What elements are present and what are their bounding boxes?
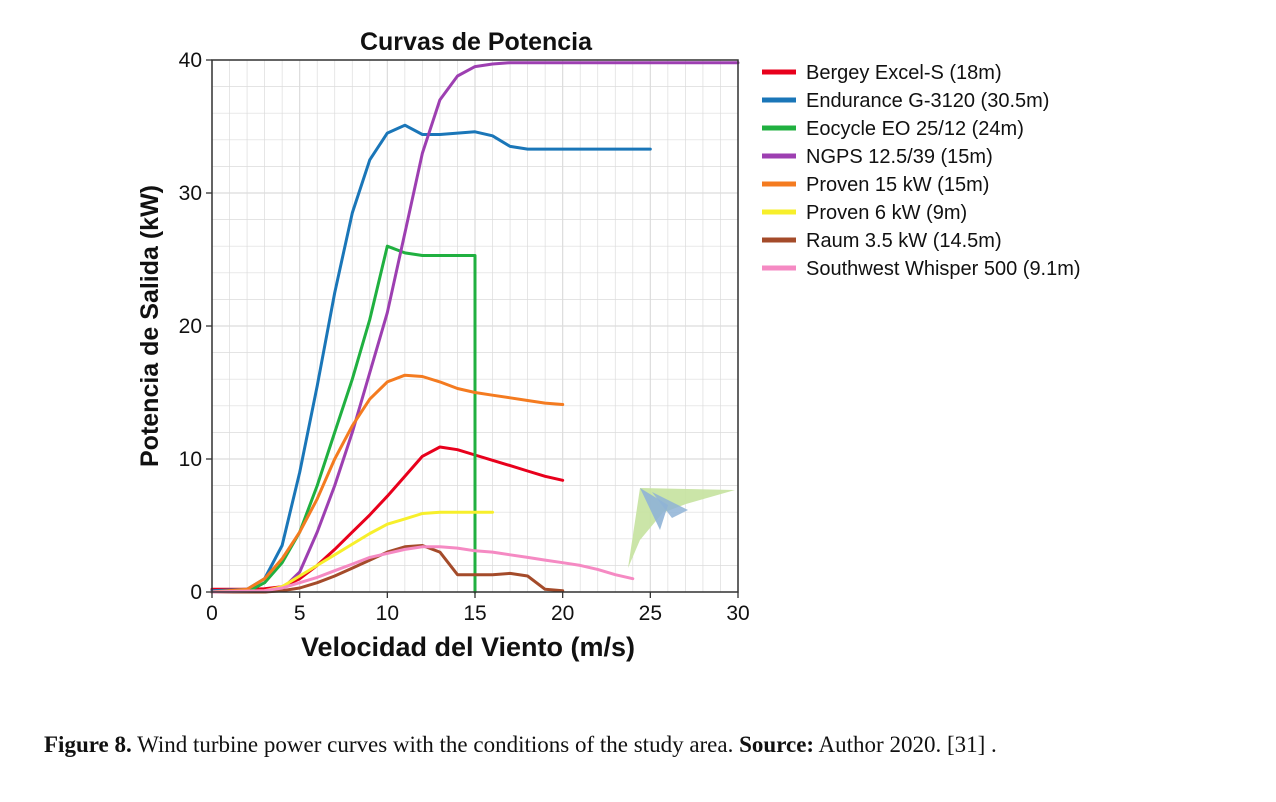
x-tick-label: 0 [206,602,218,625]
caption-text: Wind turbine power curves with the condi… [131,732,740,757]
legend-label: Southwest Whisper 500 (9.1m) [806,258,1081,280]
series-line-7 [210,545,635,594]
series-line-4 [210,373,565,594]
y-tick-label: 0 [190,581,202,604]
x-axis-title: Velocidad del Viento (m/s) [301,632,635,662]
homer-logo-watermark [628,488,735,568]
figure-caption: Figure 8. Wind turbine power curves with… [44,732,1244,758]
x-tick-label: 5 [294,602,306,625]
y-tick-label: 40 [179,49,202,72]
x-tick-label: 15 [463,602,486,625]
series-line-2 [210,244,477,594]
legend-label: Proven 15 kW (15m) [806,174,989,196]
series-line-3 [210,61,740,594]
series-lines [210,61,740,594]
series-line-1 [210,123,652,593]
x-tick-label: 25 [639,602,662,625]
y-tick-label: 10 [179,448,202,471]
legend-label: Proven 6 kW (9m) [806,202,967,224]
legend-label: Raum 3.5 kW (14.5m) [806,230,1002,252]
x-tick-label: 30 [726,602,749,625]
chart-title: Curvas de Potencia [360,28,593,56]
x-tick-label: 10 [376,602,399,625]
caption-label: Figure 8. [44,732,132,757]
y-axis-title: Potencia de Salida (kW) [136,185,164,467]
legend-label: Endurance G-3120 (30.5m) [806,90,1049,112]
y-tick-label: 20 [179,315,202,338]
caption-source-text: Author 2020. [31] . [814,732,997,757]
caption-source-label: Source: [739,732,815,757]
y-tick-label: 30 [179,182,202,205]
legend: Bergey Excel-S (18m) Endurance G-3120 (30… [762,62,1081,280]
legend-label: Bergey Excel-S (18m) [806,62,1002,84]
x-tick-label: 20 [551,602,574,625]
series-line-6 [210,544,565,594]
series-line-5 [210,510,494,594]
axis-ticks: 0 5 10 15 20 25 30 0 10 20 30 40 [179,49,750,625]
legend-label: Eocycle EO 25/12 (24m) [806,118,1024,140]
legend-label: NGPS 12.5/39 (15m) [806,146,993,168]
